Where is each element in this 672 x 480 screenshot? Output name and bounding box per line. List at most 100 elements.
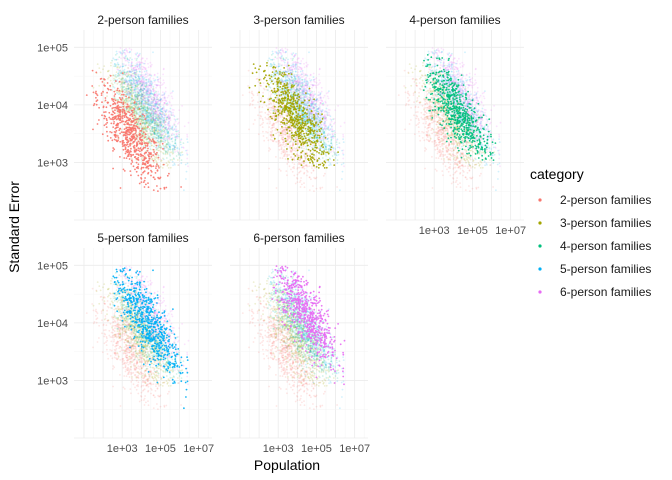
scatter-point — [144, 126, 147, 129]
scatter-point — [154, 110, 157, 112]
scatter-point — [162, 152, 164, 154]
scatter-point — [184, 163, 187, 166]
scatter-point — [338, 142, 341, 145]
scatter-point — [141, 83, 144, 86]
scatter-point — [151, 81, 154, 84]
scatter-point — [131, 109, 134, 112]
scatter-point — [137, 113, 140, 116]
scatter-point — [160, 145, 162, 148]
scatter-point — [158, 118, 161, 120]
scatter-point — [133, 114, 136, 117]
scatter-point — [152, 154, 155, 157]
scatter-point — [159, 113, 162, 115]
scatter-point — [272, 140, 275, 143]
scatter-point — [129, 91, 131, 94]
scatter-point — [270, 109, 272, 112]
scatter-point — [92, 128, 94, 131]
scatter-point — [124, 91, 127, 94]
scatter-point — [156, 76, 159, 79]
scatter-point — [135, 72, 138, 75]
scatter-point — [278, 168, 281, 171]
scatter-point — [133, 117, 136, 119]
scatter-point — [273, 122, 276, 125]
scatter-point — [135, 101, 138, 103]
scatter-point — [309, 145, 311, 148]
scatter-point — [120, 53, 123, 56]
scatter-point — [152, 115, 155, 117]
scatter-point — [275, 127, 277, 130]
scatter-point — [295, 150, 297, 153]
scatter-point — [312, 76, 315, 79]
scatter-point — [118, 73, 121, 76]
scatter-point — [144, 136, 147, 139]
scatter-point — [144, 130, 147, 133]
scatter-point — [124, 147, 127, 150]
scatter-point — [138, 134, 141, 137]
scatter-point — [137, 149, 140, 152]
scatter-point — [153, 121, 156, 124]
scatter-point — [165, 99, 167, 102]
scatter-point — [141, 119, 144, 122]
scatter-point — [308, 189, 311, 192]
scatter-point — [325, 107, 328, 110]
scatter-point — [159, 85, 161, 87]
scatter-point — [142, 122, 144, 125]
scatter-point — [334, 148, 337, 150]
scatter-point — [161, 142, 164, 145]
scatter-point — [288, 165, 291, 168]
scatter-point — [265, 131, 267, 133]
scatter-point — [119, 69, 122, 72]
scatter-point — [285, 150, 288, 152]
scatter-point — [111, 83, 114, 86]
scatter-point — [131, 161, 134, 163]
scatter-point — [125, 95, 127, 98]
scatter-point — [290, 168, 292, 171]
scatter-point — [121, 81, 124, 84]
scatter-point — [269, 131, 272, 133]
scatter-point — [272, 52, 274, 55]
scatter-point — [147, 147, 149, 150]
scatter-point — [121, 97, 124, 99]
scatter-point — [140, 100, 143, 103]
scatter-point — [269, 58, 272, 61]
scatter-point — [129, 91, 132, 94]
scatter-point — [161, 118, 164, 121]
scatter-point — [269, 86, 272, 89]
scatter-point — [330, 140, 333, 143]
scatter-point — [174, 140, 177, 143]
scatter-point — [101, 101, 103, 104]
scatter-point — [105, 123, 107, 125]
scatter-point — [271, 65, 273, 68]
scatter-point — [116, 110, 119, 113]
scatter-point — [165, 117, 168, 120]
scatter-point — [165, 118, 168, 121]
scatter-point — [252, 99, 255, 102]
scatter-point — [160, 150, 162, 153]
scatter-point — [154, 156, 157, 159]
scatter-point — [342, 162, 345, 165]
scatter-point — [157, 154, 160, 157]
scatter-point — [157, 140, 160, 143]
scatter-point — [123, 71, 125, 73]
scatter-point — [118, 66, 121, 69]
scatter-point — [138, 98, 141, 100]
scatter-point — [145, 89, 148, 91]
scatter-point — [120, 99, 123, 101]
scatter-point — [280, 147, 283, 150]
scatter-point — [164, 141, 166, 144]
scatter-point — [172, 111, 174, 114]
scatter-point — [157, 165, 160, 168]
scatter-point — [315, 177, 317, 180]
scatter-point — [155, 116, 158, 119]
scatter-point — [126, 85, 128, 88]
scatter-point — [166, 163, 169, 166]
scatter-point — [146, 120, 149, 123]
scatter-point — [162, 109, 165, 112]
scatter-point — [155, 104, 158, 106]
scatter-point — [123, 111, 126, 114]
scatter-point — [179, 152, 182, 154]
scatter-point — [157, 141, 160, 143]
scatter-point — [179, 139, 182, 142]
scatter-point — [148, 141, 151, 144]
scatter-point — [162, 163, 165, 166]
